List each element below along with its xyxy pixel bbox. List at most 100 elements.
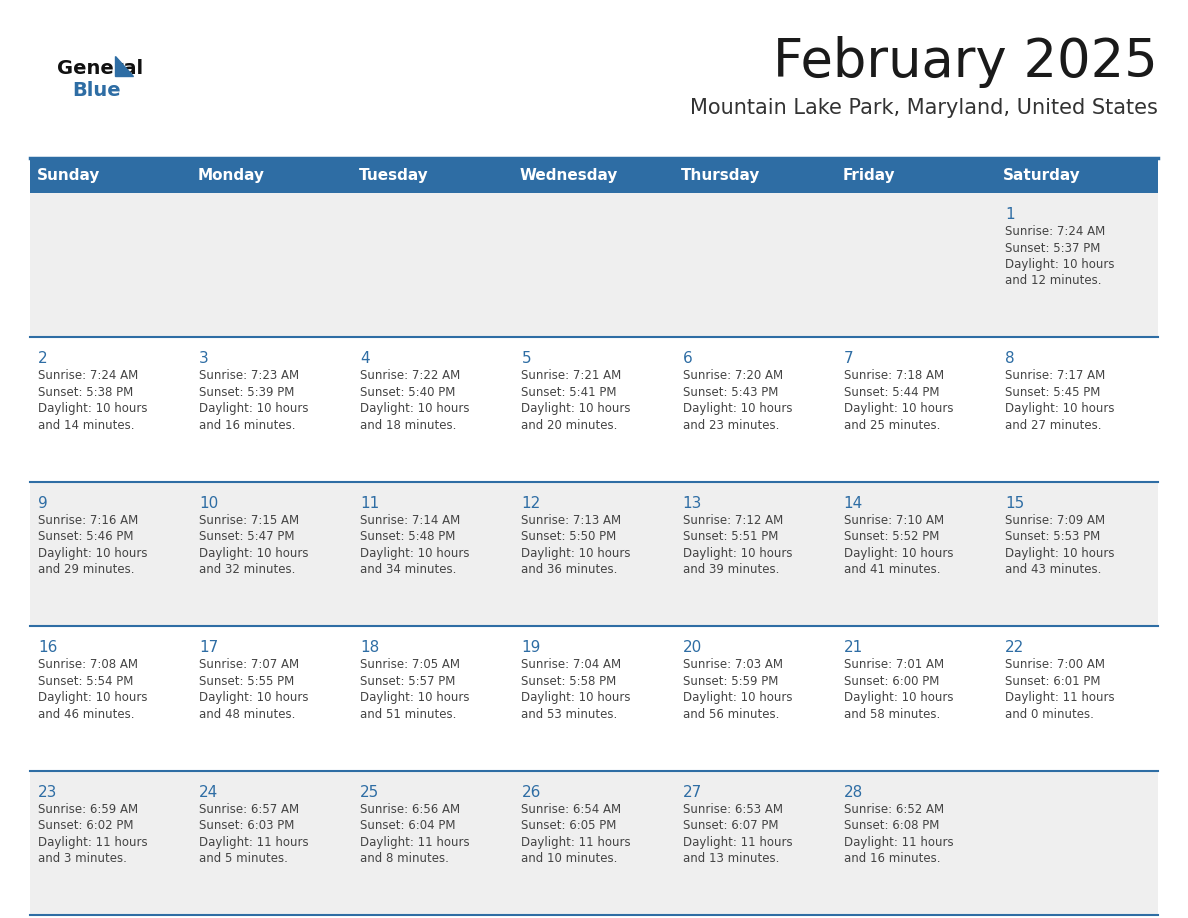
Text: Sunrise: 7:00 AM: Sunrise: 7:00 AM — [1005, 658, 1105, 671]
Text: Daylight: 11 hours: Daylight: 11 hours — [360, 835, 470, 848]
Text: 9: 9 — [38, 496, 48, 510]
Text: and 16 minutes.: and 16 minutes. — [200, 419, 296, 431]
Text: Daylight: 10 hours: Daylight: 10 hours — [843, 547, 953, 560]
Text: Daylight: 11 hours: Daylight: 11 hours — [843, 835, 954, 848]
Text: Sunset: 6:01 PM: Sunset: 6:01 PM — [1005, 675, 1100, 688]
Text: Daylight: 11 hours: Daylight: 11 hours — [683, 835, 792, 848]
Text: Sunrise: 6:53 AM: Sunrise: 6:53 AM — [683, 802, 783, 815]
Text: Sunset: 5:59 PM: Sunset: 5:59 PM — [683, 675, 778, 688]
Text: Daylight: 10 hours: Daylight: 10 hours — [522, 402, 631, 416]
Text: Sunrise: 7:13 AM: Sunrise: 7:13 AM — [522, 514, 621, 527]
Text: Sunrise: 7:07 AM: Sunrise: 7:07 AM — [200, 658, 299, 671]
Polygon shape — [115, 56, 133, 76]
Text: 5: 5 — [522, 352, 531, 366]
Text: 20: 20 — [683, 640, 702, 655]
Text: Daylight: 10 hours: Daylight: 10 hours — [683, 691, 792, 704]
Text: Sunrise: 6:54 AM: Sunrise: 6:54 AM — [522, 802, 621, 815]
Text: Sunrise: 6:57 AM: Sunrise: 6:57 AM — [200, 802, 299, 815]
Text: and 46 minutes.: and 46 minutes. — [38, 708, 134, 721]
Text: and 18 minutes.: and 18 minutes. — [360, 419, 456, 431]
Text: 27: 27 — [683, 785, 702, 800]
Text: Sunrise: 7:20 AM: Sunrise: 7:20 AM — [683, 369, 783, 383]
Text: Daylight: 10 hours: Daylight: 10 hours — [38, 691, 147, 704]
Text: and 41 minutes.: and 41 minutes. — [843, 564, 940, 577]
Text: Sunset: 6:07 PM: Sunset: 6:07 PM — [683, 819, 778, 832]
Text: Daylight: 11 hours: Daylight: 11 hours — [200, 835, 309, 848]
Text: Sunrise: 7:18 AM: Sunrise: 7:18 AM — [843, 369, 944, 383]
Text: Blue: Blue — [72, 81, 121, 99]
Text: and 39 minutes.: and 39 minutes. — [683, 564, 779, 577]
Text: 24: 24 — [200, 785, 219, 800]
Text: Sunset: 5:45 PM: Sunset: 5:45 PM — [1005, 386, 1100, 399]
Text: 8: 8 — [1005, 352, 1015, 366]
Text: Sunset: 5:57 PM: Sunset: 5:57 PM — [360, 675, 456, 688]
Text: 26: 26 — [522, 785, 541, 800]
Text: 10: 10 — [200, 496, 219, 510]
Text: Sunset: 5:47 PM: Sunset: 5:47 PM — [200, 531, 295, 543]
Text: Daylight: 10 hours: Daylight: 10 hours — [38, 547, 147, 560]
Text: Sunset: 5:46 PM: Sunset: 5:46 PM — [38, 531, 133, 543]
Text: Daylight: 10 hours: Daylight: 10 hours — [200, 691, 309, 704]
Text: Sunrise: 6:52 AM: Sunrise: 6:52 AM — [843, 802, 944, 815]
Text: Daylight: 11 hours: Daylight: 11 hours — [1005, 691, 1114, 704]
Text: 12: 12 — [522, 496, 541, 510]
Text: Sunset: 6:05 PM: Sunset: 6:05 PM — [522, 819, 617, 832]
Text: Sunset: 5:51 PM: Sunset: 5:51 PM — [683, 531, 778, 543]
Text: Sunset: 6:04 PM: Sunset: 6:04 PM — [360, 819, 456, 832]
Text: Sunrise: 7:09 AM: Sunrise: 7:09 AM — [1005, 514, 1105, 527]
Text: Sunset: 6:00 PM: Sunset: 6:00 PM — [843, 675, 940, 688]
Text: Daylight: 10 hours: Daylight: 10 hours — [200, 402, 309, 416]
Bar — [30, 482, 1158, 626]
Text: and 32 minutes.: and 32 minutes. — [200, 564, 296, 577]
Text: Monday: Monday — [197, 168, 265, 183]
Text: and 48 minutes.: and 48 minutes. — [200, 708, 296, 721]
Text: Daylight: 10 hours: Daylight: 10 hours — [522, 691, 631, 704]
Text: 22: 22 — [1005, 640, 1024, 655]
Text: Sunset: 5:44 PM: Sunset: 5:44 PM — [843, 386, 940, 399]
Text: Sunrise: 7:03 AM: Sunrise: 7:03 AM — [683, 658, 783, 671]
Text: Sunrise: 7:01 AM: Sunrise: 7:01 AM — [843, 658, 944, 671]
Text: Daylight: 11 hours: Daylight: 11 hours — [38, 835, 147, 848]
Text: Sunrise: 6:59 AM: Sunrise: 6:59 AM — [38, 802, 138, 815]
Text: Sunrise: 7:05 AM: Sunrise: 7:05 AM — [360, 658, 460, 671]
Text: 21: 21 — [843, 640, 862, 655]
Text: 16: 16 — [38, 640, 57, 655]
Text: Sunset: 5:52 PM: Sunset: 5:52 PM — [843, 531, 940, 543]
Bar — [30, 626, 1158, 770]
Text: and 27 minutes.: and 27 minutes. — [1005, 419, 1101, 431]
Text: and 53 minutes.: and 53 minutes. — [522, 708, 618, 721]
Text: Sunrise: 7:23 AM: Sunrise: 7:23 AM — [200, 369, 299, 383]
Text: Daylight: 11 hours: Daylight: 11 hours — [522, 835, 631, 848]
Text: and 58 minutes.: and 58 minutes. — [843, 708, 940, 721]
Text: Daylight: 10 hours: Daylight: 10 hours — [1005, 547, 1114, 560]
Text: Sunset: 5:39 PM: Sunset: 5:39 PM — [200, 386, 295, 399]
Text: and 3 minutes.: and 3 minutes. — [38, 852, 127, 865]
Text: Daylight: 10 hours: Daylight: 10 hours — [522, 547, 631, 560]
Text: Daylight: 10 hours: Daylight: 10 hours — [843, 402, 953, 416]
Text: 7: 7 — [843, 352, 853, 366]
Text: and 16 minutes.: and 16 minutes. — [843, 852, 940, 865]
Text: Sunset: 6:08 PM: Sunset: 6:08 PM — [843, 819, 940, 832]
Text: Friday: Friday — [842, 168, 895, 183]
Bar — [30, 770, 1158, 915]
Text: Daylight: 10 hours: Daylight: 10 hours — [360, 402, 469, 416]
Text: Tuesday: Tuesday — [359, 168, 429, 183]
Text: Thursday: Thursday — [681, 168, 760, 183]
Text: Sunrise: 7:04 AM: Sunrise: 7:04 AM — [522, 658, 621, 671]
Text: Sunset: 5:41 PM: Sunset: 5:41 PM — [522, 386, 617, 399]
Text: Sunrise: 7:14 AM: Sunrise: 7:14 AM — [360, 514, 461, 527]
Text: and 13 minutes.: and 13 minutes. — [683, 852, 779, 865]
Text: and 25 minutes.: and 25 minutes. — [843, 419, 940, 431]
Bar — [30, 158, 1158, 193]
Text: and 12 minutes.: and 12 minutes. — [1005, 274, 1101, 287]
Text: and 10 minutes.: and 10 minutes. — [522, 852, 618, 865]
Text: Sunset: 5:54 PM: Sunset: 5:54 PM — [38, 675, 133, 688]
Text: and 23 minutes.: and 23 minutes. — [683, 419, 779, 431]
Text: Sunrise: 7:17 AM: Sunrise: 7:17 AM — [1005, 369, 1105, 383]
Text: Sunrise: 7:22 AM: Sunrise: 7:22 AM — [360, 369, 461, 383]
Text: Sunset: 5:55 PM: Sunset: 5:55 PM — [200, 675, 295, 688]
Text: 19: 19 — [522, 640, 541, 655]
Text: Sunset: 5:48 PM: Sunset: 5:48 PM — [360, 531, 456, 543]
Text: Mountain Lake Park, Maryland, United States: Mountain Lake Park, Maryland, United Sta… — [690, 98, 1158, 118]
Text: Sunset: 5:40 PM: Sunset: 5:40 PM — [360, 386, 456, 399]
